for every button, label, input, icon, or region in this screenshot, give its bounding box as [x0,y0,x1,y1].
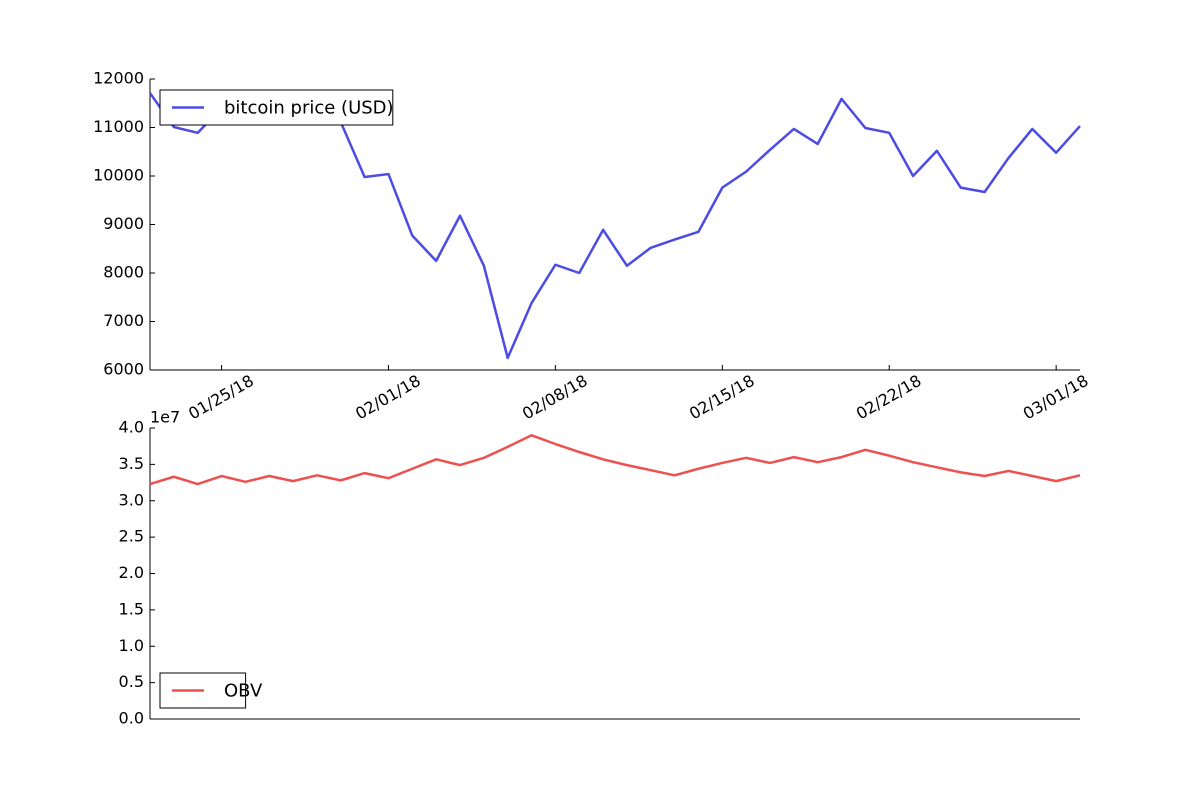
y-tick-label: 10000 [93,166,144,185]
y-tick-label: 6000 [103,360,144,379]
y-tick-label: 8000 [103,263,144,282]
series-line [149,434,1081,486]
y-tick-label: 2.0 [119,563,144,582]
y-tick-label: 11000 [93,117,144,136]
x-tick-label: 02/01/18 [352,371,424,423]
y-tick-label: 1.5 [119,599,144,618]
y-offset-label: 1e7 [150,408,180,427]
x-tick-label: 02/22/18 [853,371,925,423]
y-tick-label: 12000 [93,69,144,88]
legend-label: OBV [224,681,263,702]
legend: bitcoin price (USD) [159,89,394,126]
x-tick-label: 01/25/18 [185,371,257,423]
y-tick-label: 9000 [103,214,144,233]
x-tick-label: 02/15/18 [686,371,758,423]
y-tick-label: 4.0 [119,418,144,437]
series-line [148,92,1081,360]
y-tick-label: 0.0 [119,709,144,728]
legend: OBV [159,672,263,709]
y-tick-label: 3.0 [119,490,144,509]
y-tick-label: 2.5 [119,527,144,546]
x-tick-label: 02/08/18 [519,371,591,423]
y-tick-label: 0.5 [119,672,144,691]
y-tick-label: 3.5 [119,454,144,473]
y-tick-label: 1.0 [119,636,144,655]
y-tick-label: 7000 [103,311,144,330]
x-tick-label: 03/01/18 [1020,371,1092,423]
legend-label: bitcoin price (USD) [224,98,394,119]
